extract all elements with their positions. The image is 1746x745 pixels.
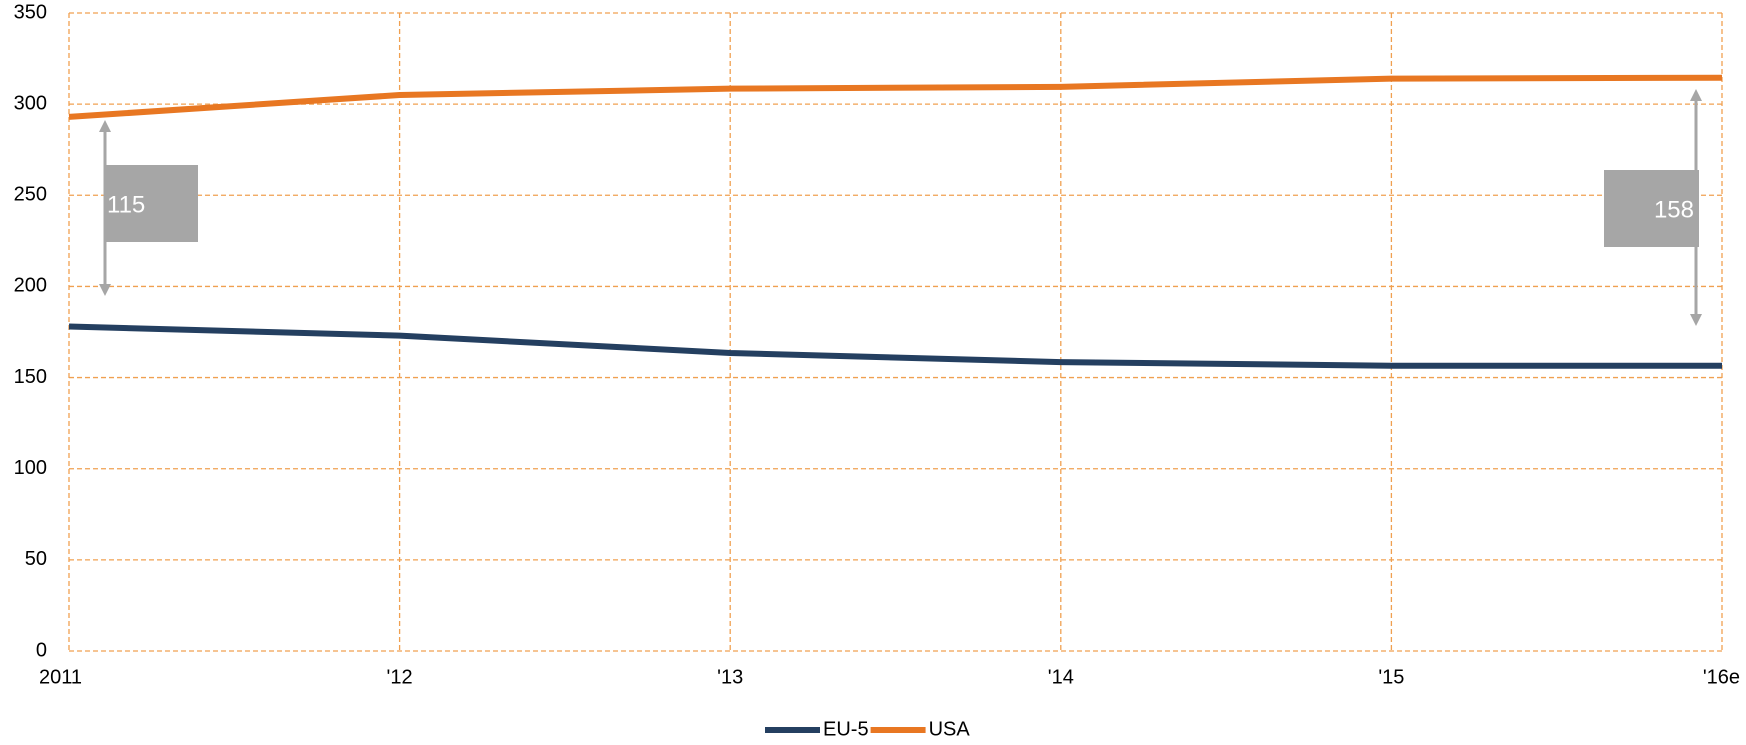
x-tick-label: 2011 xyxy=(39,666,82,688)
x-tick-label: '15 xyxy=(1378,666,1404,688)
x-tick-label: '12 xyxy=(387,666,413,688)
y-tick-label: 0 xyxy=(36,639,47,661)
y-tick-label: 100 xyxy=(14,457,47,479)
series-line xyxy=(68,74,1723,120)
annotation-box xyxy=(106,165,198,242)
x-tick-label: '14 xyxy=(1048,666,1074,688)
y-tick-label: 50 xyxy=(25,548,47,570)
annotation-label: 115 xyxy=(107,191,145,218)
x-tick-label: '13 xyxy=(717,666,743,688)
x-tick-label: '16e xyxy=(1703,666,1740,688)
y-tick-label: 150 xyxy=(14,366,47,388)
y-tick-label: 250 xyxy=(14,184,47,206)
y-tick-label: 300 xyxy=(14,92,47,114)
y-tick-label: 350 xyxy=(14,1,47,23)
y-tick-label: 200 xyxy=(14,275,47,297)
grid xyxy=(68,12,1723,652)
legend-label: EU-5 xyxy=(823,718,869,740)
annotation-box xyxy=(1604,170,1699,247)
annotation-label: 158 xyxy=(1654,196,1694,223)
legend-label: USA xyxy=(929,718,971,740)
series-line xyxy=(68,323,1722,369)
